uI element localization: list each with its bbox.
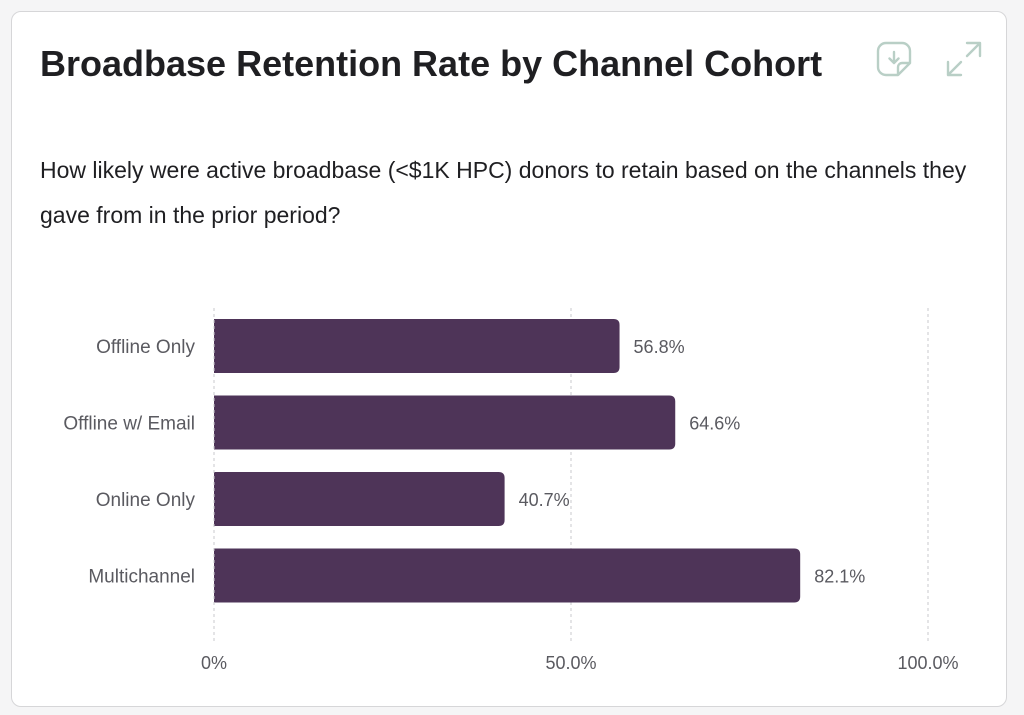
- bar: [214, 548, 801, 603]
- category-label: Multichannel: [88, 567, 195, 588]
- x-tick-label: 50.0%: [545, 653, 596, 673]
- value-label: 40.7%: [519, 490, 570, 510]
- category-label: Offline w/ Email: [63, 414, 195, 435]
- chart-title: Broadbase Retention Rate by Channel Coho…: [40, 43, 823, 84]
- expand-button[interactable]: [944, 39, 984, 79]
- category-label: Online Only: [96, 490, 196, 511]
- download-button[interactable]: [874, 39, 914, 79]
- category-label: Offline Only: [96, 337, 195, 358]
- bar: [214, 472, 505, 526]
- chart-card: Broadbase Retention Rate by Channel Coho…: [11, 11, 1007, 707]
- x-tick-label: 0%: [201, 653, 227, 673]
- download-icon: [876, 41, 912, 77]
- expand-icon: [946, 41, 982, 77]
- bar-chart: 0% 50.0% 100.0% Offline Only 56.8% Offline w/…: [63, 308, 959, 673]
- value-label: 82.1%: [814, 567, 865, 587]
- x-tick-label: 100.0%: [897, 653, 958, 673]
- bar: [214, 395, 676, 450]
- bar: [214, 319, 620, 373]
- value-label: 64.6%: [689, 414, 740, 434]
- value-label: 56.8%: [634, 337, 685, 357]
- chart-subtitle: How likely were active broadbase (<$1K H…: [40, 157, 967, 228]
